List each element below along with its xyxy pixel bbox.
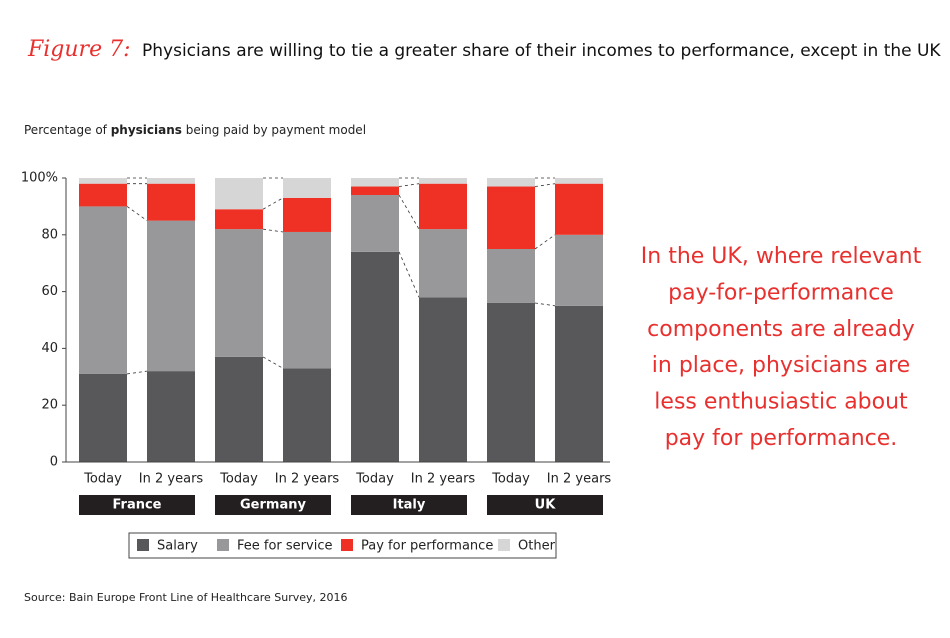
bar-segment	[79, 183, 127, 207]
source: Source: Bain Europe Front Line of Health…	[24, 591, 348, 604]
connector	[534, 302, 556, 307]
bar-segment	[351, 195, 399, 252]
legend-label: Salary	[157, 539, 198, 554]
bar-segment	[283, 231, 331, 369]
bar-segment	[283, 178, 331, 198]
connector	[398, 183, 420, 187]
connector	[398, 194, 420, 230]
bar-segment	[215, 178, 263, 210]
x-tick-label: In 2 years	[275, 472, 340, 487]
annotation: components are already	[647, 317, 915, 342]
bar-segment	[215, 356, 263, 462]
bar-segment	[351, 251, 399, 462]
bar-segment	[487, 249, 535, 303]
legend-swatch	[137, 539, 149, 551]
y-tick-label: 20	[41, 398, 58, 413]
bar-segment	[215, 209, 263, 230]
bar-segment	[419, 229, 467, 298]
x-tick-label: Today	[355, 472, 394, 487]
bar-segment	[555, 234, 603, 306]
subtitle-part: physicians	[111, 123, 182, 137]
subtitle-part: being paid by payment model	[182, 123, 366, 137]
figure-label: Figure 7:	[27, 37, 131, 62]
x-tick-label: Today	[83, 472, 122, 487]
x-tick-label: In 2 years	[139, 472, 204, 487]
connector	[534, 234, 556, 250]
group-bar	[351, 495, 467, 515]
annotation: in place, physicians are	[652, 353, 910, 378]
group-label: Germany	[240, 498, 306, 513]
group-label: Italy	[393, 498, 426, 513]
y-tick-label: 0	[50, 455, 58, 470]
x-tick-label: In 2 years	[411, 472, 476, 487]
connector	[126, 206, 148, 221]
bar-segment	[147, 220, 195, 372]
group-bar	[215, 495, 331, 515]
bar-segment	[555, 305, 603, 462]
bar-segment	[555, 178, 603, 184]
group-bar	[487, 495, 603, 515]
annotation: less enthusiastic about	[654, 390, 908, 415]
y-tick-label: 40	[41, 341, 58, 356]
connector	[262, 356, 284, 369]
bar-segment	[555, 183, 603, 235]
y-tick-label: 100%	[21, 171, 58, 186]
bar-segment	[487, 302, 535, 462]
bar-segment	[351, 178, 399, 187]
group-bar	[79, 495, 195, 515]
x-tick-label: Today	[491, 472, 530, 487]
bar-segment	[79, 178, 127, 184]
connector	[262, 228, 284, 233]
connector	[126, 370, 148, 375]
subtitle: Percentage of physicians being paid by p…	[24, 123, 366, 137]
annotation: In the UK, where relevant	[641, 244, 922, 269]
bar-segment	[419, 297, 467, 462]
connector	[398, 251, 420, 298]
annotation: pay for performance.	[665, 426, 898, 451]
group-label: UK	[535, 498, 557, 513]
bar-segment	[487, 186, 535, 249]
legend-label: Other	[518, 539, 556, 554]
annotation: pay-for-performance	[668, 280, 894, 305]
legend-label: Pay for performance	[361, 539, 493, 554]
bar-segment	[79, 373, 127, 462]
x-tick-label: Today	[219, 472, 258, 487]
connector	[534, 183, 556, 187]
subtitle-part: Percentage of	[24, 123, 111, 137]
bar-segment	[351, 186, 399, 196]
bar-segment	[419, 178, 467, 184]
bar-segment	[147, 371, 195, 462]
bar-segment	[147, 183, 195, 221]
bar-segment	[283, 197, 331, 232]
legend-swatch	[498, 539, 510, 551]
bar-segment	[147, 178, 195, 184]
x-tick-label: In 2 years	[547, 472, 612, 487]
bar-segment	[419, 183, 467, 230]
group-label: France	[112, 498, 161, 513]
legend-swatch	[217, 539, 229, 551]
y-tick-label: 80	[41, 227, 58, 242]
bar-segment	[79, 206, 127, 374]
legend-swatch	[341, 539, 353, 551]
y-tick-label: 60	[41, 284, 58, 299]
bar-segment	[215, 229, 263, 357]
chart-title: Physicians are willing to tie a greater …	[142, 41, 941, 61]
connector	[262, 197, 284, 210]
bar-segment	[283, 368, 331, 462]
bar-segment	[487, 178, 535, 187]
legend-label: Fee for service	[237, 539, 332, 554]
legend-box	[128, 532, 557, 559]
